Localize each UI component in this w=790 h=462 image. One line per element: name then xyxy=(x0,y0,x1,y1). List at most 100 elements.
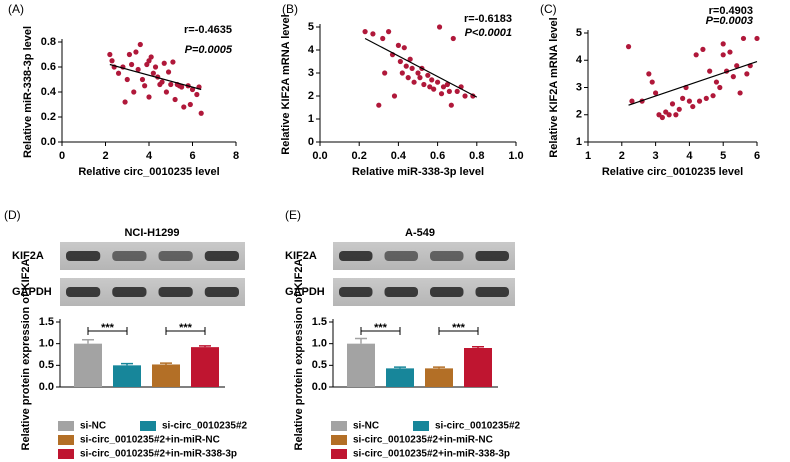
point xyxy=(168,81,174,88)
point xyxy=(446,88,452,94)
legend-swatch xyxy=(58,421,74,431)
y-tick-label: 0 xyxy=(308,136,314,148)
y-tick-label: 0.5 xyxy=(39,359,54,371)
p-value: P<0.0001 xyxy=(465,27,512,39)
band xyxy=(430,287,464,297)
point xyxy=(194,91,200,98)
point xyxy=(673,112,679,118)
point xyxy=(438,91,445,97)
point xyxy=(187,101,193,108)
point xyxy=(179,84,185,90)
band xyxy=(112,251,147,261)
r-value: r=0.4903 xyxy=(709,5,753,17)
point xyxy=(139,76,146,83)
x-axis-label: Relative miR-338-3p level xyxy=(352,166,484,178)
band xyxy=(66,287,101,297)
point xyxy=(198,110,204,116)
sig-label: *** xyxy=(374,322,388,334)
panel-label: (E) xyxy=(285,208,301,222)
y-tick-label: 0.0 xyxy=(39,381,54,393)
blot-title: NCI-H1299 xyxy=(124,227,179,239)
point xyxy=(454,88,460,94)
point xyxy=(124,76,130,83)
x-tick-label: 0.2 xyxy=(352,150,367,162)
y-tick-label: 3 xyxy=(576,81,582,93)
point xyxy=(399,70,405,76)
point xyxy=(625,44,632,50)
y-tick-label: 1.5 xyxy=(312,316,327,328)
bar xyxy=(191,347,219,387)
point xyxy=(395,42,401,49)
blot-title: A-549 xyxy=(405,227,435,239)
point xyxy=(397,58,403,65)
x-tick-label: 4 xyxy=(146,150,153,162)
point xyxy=(707,68,713,74)
legend-label: si-circ_0010235#2+in-miR-338-3p xyxy=(353,449,510,460)
point xyxy=(165,69,172,75)
point xyxy=(669,101,676,107)
point xyxy=(629,98,635,104)
blot-label: KIF2A xyxy=(285,250,317,262)
legend-label: si-circ_0010235#2+in-miR-NC xyxy=(80,435,220,446)
point xyxy=(713,79,720,85)
y-tick-label: 4 xyxy=(576,54,583,66)
y-tick-label: 0.0 xyxy=(41,136,56,148)
error-bar xyxy=(433,366,445,369)
point xyxy=(401,45,407,51)
bar xyxy=(74,343,102,387)
point xyxy=(380,35,386,42)
panel-label: (C) xyxy=(540,2,557,16)
panel-label: (D) xyxy=(4,208,21,222)
point xyxy=(417,75,423,81)
blot-label: KIF2A xyxy=(12,250,44,262)
point xyxy=(391,93,398,99)
point xyxy=(436,24,443,30)
point xyxy=(754,35,760,42)
point xyxy=(448,102,454,108)
point xyxy=(189,86,196,93)
point xyxy=(676,106,682,112)
point xyxy=(427,84,433,90)
band xyxy=(339,287,373,297)
y-axis-label: Relative KIF2A mRNA level xyxy=(548,17,560,157)
error-bar xyxy=(199,345,211,348)
error-bar xyxy=(355,337,367,344)
point xyxy=(148,54,154,60)
point xyxy=(710,93,716,99)
p-value: P=0.0003 xyxy=(706,15,753,27)
legend-label: si-circ_0010235#2 xyxy=(162,421,248,432)
y-tick-label: 5 xyxy=(576,27,582,39)
point xyxy=(686,98,693,104)
legend-swatch xyxy=(140,421,156,431)
y-tick-label: 0.8 xyxy=(41,36,56,48)
band xyxy=(158,251,193,261)
x-tick-label: 8 xyxy=(233,150,239,162)
point xyxy=(717,84,723,91)
y-tick-label: 0.5 xyxy=(312,359,327,371)
legend-swatch xyxy=(331,449,347,459)
point xyxy=(720,41,726,47)
point xyxy=(150,70,156,76)
point xyxy=(135,66,141,73)
fit-line xyxy=(628,61,758,106)
point xyxy=(744,71,750,77)
y-tick-label: 0.0 xyxy=(312,381,327,393)
sig-label: *** xyxy=(179,322,193,334)
point xyxy=(740,35,747,42)
y-tick-label: 0.2 xyxy=(41,111,56,123)
point xyxy=(727,49,733,55)
x-tick-label: 1.0 xyxy=(508,150,523,162)
point xyxy=(703,95,709,101)
point xyxy=(690,103,696,110)
point xyxy=(159,79,165,85)
point xyxy=(734,63,740,69)
x-tick-label: 6 xyxy=(189,150,195,162)
band xyxy=(384,251,418,261)
point xyxy=(693,52,699,58)
band xyxy=(204,287,239,297)
legend-swatch xyxy=(331,421,347,431)
point xyxy=(172,96,178,103)
y-tick-label: 1.5 xyxy=(39,316,54,328)
band xyxy=(384,287,418,297)
point xyxy=(126,51,133,58)
